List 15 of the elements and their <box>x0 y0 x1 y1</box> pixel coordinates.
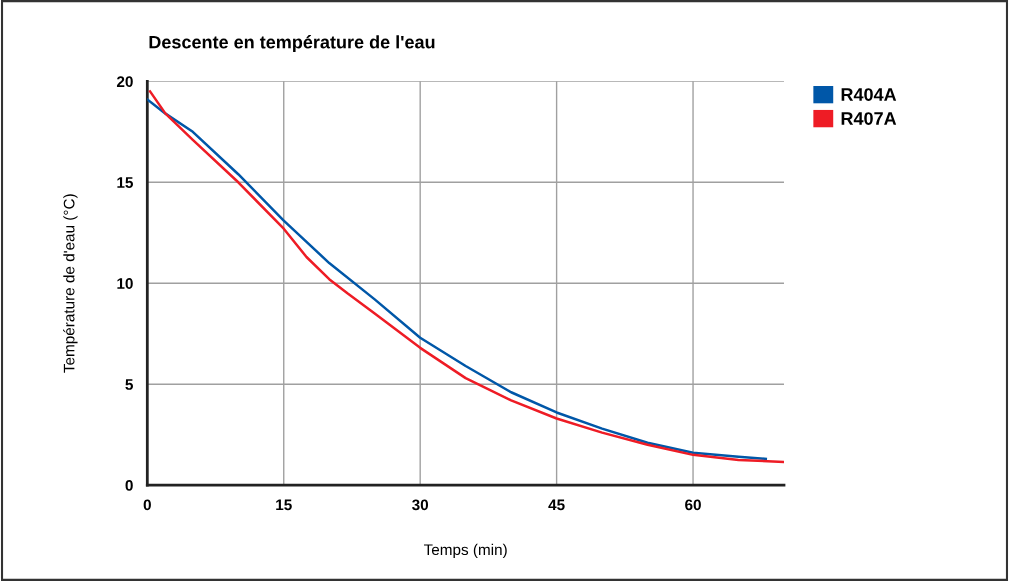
y-tick-label: 5 <box>125 379 133 390</box>
x-tick-label: 15 <box>276 499 292 511</box>
y-axis-title: Température de d'eau (°C) <box>63 194 78 373</box>
y-tick-label: 0 <box>125 480 133 491</box>
legend-label: R407A <box>841 112 897 125</box>
y-tick-label: 10 <box>117 278 133 289</box>
y-tick-label: 15 <box>117 177 133 188</box>
x-tick-label: 0 <box>143 499 151 511</box>
x-tick-label: 45 <box>548 499 565 511</box>
chart-title: Descente en température de l'eau <box>149 35 435 53</box>
x-axis-title: Temps (min) <box>423 543 507 559</box>
y-tick-label: 20 <box>116 76 133 88</box>
legend-label: R404A <box>841 88 897 101</box>
x-tick-label: 60 <box>685 499 701 511</box>
x-tick-label: 30 <box>412 499 429 511</box>
